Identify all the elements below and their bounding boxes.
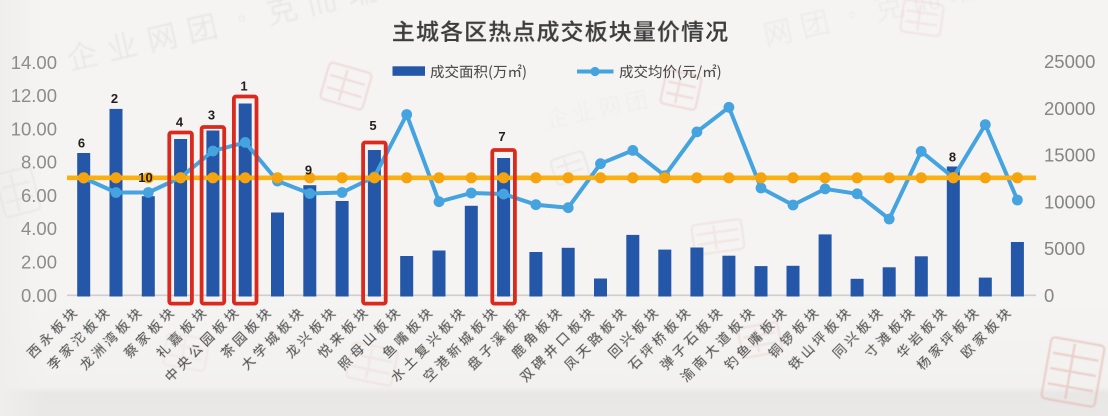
svg-text:12.00: 12.00: [11, 85, 57, 106]
svg-text:10000: 10000: [1044, 191, 1095, 212]
svg-text:5000: 5000: [1044, 238, 1085, 259]
svg-text:4: 4: [176, 115, 184, 130]
svg-text:3: 3: [208, 108, 215, 123]
svg-text:0.00: 0.00: [21, 285, 57, 306]
svg-text:15000: 15000: [1044, 145, 1095, 166]
svg-text:10: 10: [138, 170, 152, 185]
svg-text:20000: 20000: [1044, 98, 1095, 119]
svg-text:8: 8: [949, 150, 956, 165]
svg-text:2: 2: [111, 91, 118, 106]
svg-text:4.00: 4.00: [21, 218, 57, 239]
svg-text:7: 7: [498, 129, 505, 144]
svg-text:6.00: 6.00: [21, 185, 57, 206]
svg-text:8.00: 8.00: [21, 152, 57, 173]
svg-text:0: 0: [1044, 285, 1054, 306]
svg-text:6: 6: [78, 136, 85, 151]
svg-text:9: 9: [305, 163, 312, 178]
svg-text:14.00: 14.00: [11, 52, 57, 73]
svg-text:10.00: 10.00: [11, 118, 57, 139]
svg-text:5: 5: [369, 118, 376, 133]
svg-text:2.00: 2.00: [21, 252, 57, 273]
svg-text:25000: 25000: [1044, 51, 1095, 72]
svg-text:1: 1: [240, 79, 247, 94]
